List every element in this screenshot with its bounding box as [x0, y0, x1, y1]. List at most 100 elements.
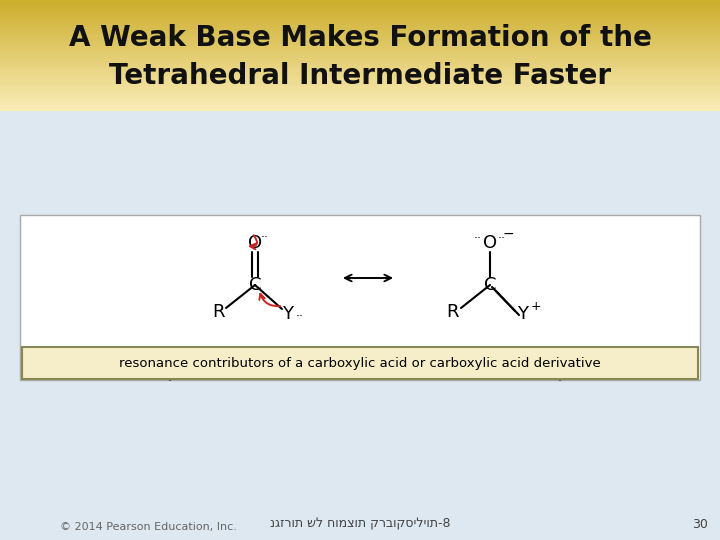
Bar: [0, 25, 720, 28]
Bar: [0, 72, 720, 74]
Bar: [0, 50, 720, 52]
Text: R: R: [446, 303, 459, 321]
Bar: [0, 59, 720, 60]
Bar: [0, 24, 720, 26]
Bar: [0, 110, 720, 540]
Bar: [0, 6, 720, 8]
Bar: [0, 70, 720, 71]
Bar: [0, 100, 720, 102]
Bar: [0, 90, 720, 92]
Text: ··: ··: [296, 310, 304, 323]
Bar: [0, 1, 720, 3]
Bar: [0, 39, 720, 41]
Text: R: R: [212, 303, 224, 321]
Bar: [0, 103, 720, 105]
Bar: [0, 19, 720, 21]
Bar: [0, 8, 720, 10]
Bar: [0, 63, 720, 65]
Bar: [0, 27, 720, 29]
Bar: [0, 87, 720, 90]
Bar: [0, 55, 720, 56]
Bar: [0, 64, 720, 66]
Bar: [0, 71, 720, 73]
Bar: [0, 12, 720, 14]
Bar: [0, 17, 720, 19]
Text: −: −: [502, 227, 514, 241]
Bar: [0, 5, 720, 7]
Bar: [0, 38, 720, 40]
Bar: [0, 86, 720, 88]
Text: 30: 30: [692, 517, 708, 530]
Bar: [20, 215, 700, 380]
Bar: [0, 67, 720, 69]
Text: +: +: [531, 300, 541, 313]
Bar: [0, 62, 720, 63]
Text: C: C: [484, 276, 496, 294]
Bar: [0, 108, 720, 110]
Bar: [0, 9, 720, 11]
Bar: [22, 347, 698, 379]
Bar: [0, 94, 720, 96]
Bar: [0, 92, 720, 93]
Text: Tetrahedral Intermediate Faster: Tetrahedral Intermediate Faster: [109, 62, 611, 90]
Bar: [0, 0, 720, 2]
Bar: [0, 22, 720, 23]
Bar: [0, 46, 720, 48]
Bar: [0, 2, 720, 4]
Bar: [0, 93, 720, 95]
Bar: [0, 75, 720, 77]
Bar: [0, 65, 720, 68]
Bar: [0, 34, 720, 36]
Bar: [0, 83, 720, 85]
Text: resonance contributors of a carboxylic acid or carboxylic acid derivative: resonance contributors of a carboxylic a…: [119, 356, 601, 369]
Text: C: C: [248, 276, 261, 294]
Bar: [0, 4, 720, 5]
Bar: [0, 40, 720, 43]
Bar: [0, 52, 720, 53]
Bar: [0, 107, 720, 109]
Bar: [0, 45, 720, 47]
Bar: [0, 82, 720, 84]
Text: © 2014 Pearson Education, Inc.: © 2014 Pearson Education, Inc.: [60, 522, 237, 532]
Bar: [0, 44, 720, 45]
Bar: [0, 48, 720, 50]
Bar: [0, 98, 720, 100]
Bar: [0, 68, 720, 70]
Bar: [0, 49, 720, 51]
Bar: [0, 30, 720, 32]
Bar: [0, 32, 720, 35]
Bar: [0, 42, 720, 44]
Text: A Weak Base Makes Formation of the: A Weak Base Makes Formation of the: [68, 24, 652, 52]
Bar: [0, 89, 720, 91]
Text: O: O: [483, 234, 497, 252]
Bar: [0, 102, 720, 103]
Bar: [0, 56, 720, 58]
Text: ··: ··: [474, 233, 482, 246]
Bar: [0, 37, 720, 38]
Bar: [0, 57, 720, 59]
Text: ··: ··: [261, 232, 269, 245]
Text: Y: Y: [282, 305, 294, 323]
Bar: [0, 14, 720, 15]
Bar: [0, 77, 720, 78]
Text: נגזרות של חומצות קרבוקסיליות-8: נגזרות של חומצות קרבוקסיליות-8: [270, 517, 450, 530]
Bar: [0, 79, 720, 81]
Bar: [0, 53, 720, 55]
Text: Y: Y: [518, 305, 528, 323]
Bar: [0, 105, 720, 107]
Bar: [0, 96, 720, 98]
Bar: [0, 78, 720, 80]
Bar: [0, 35, 720, 37]
Bar: [0, 16, 720, 18]
Bar: [0, 20, 720, 22]
Bar: [0, 74, 720, 76]
Bar: [0, 80, 720, 83]
Bar: [0, 60, 720, 62]
Text: O: O: [248, 234, 262, 252]
Bar: [0, 10, 720, 12]
Bar: [0, 104, 720, 106]
Bar: [0, 85, 720, 86]
Bar: [0, 23, 720, 25]
Text: ··: ··: [498, 233, 506, 246]
Bar: [0, 31, 720, 33]
